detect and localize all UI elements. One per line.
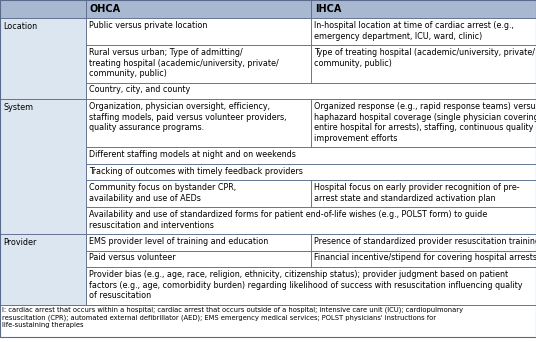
Text: Tracking of outcomes with timely feedback providers: Tracking of outcomes with timely feedbac…: [89, 167, 303, 175]
Bar: [86, 250, 311, 267]
Bar: [86, 0, 311, 18]
Text: Provider bias (e.g., age, race, religion, ethnicity, citizenship status); provid: Provider bias (e.g., age, race, religion…: [89, 270, 523, 301]
Bar: [86, 163, 536, 180]
Text: Availability and use of standardized forms for patient end-of-life wishes (e.g.,: Availability and use of standardized for…: [89, 210, 487, 230]
Text: Hospital focus on early provider recognition of pre-
arrest state and standardiz: Hospital focus on early provider recogni…: [314, 183, 519, 203]
Bar: [311, 180, 536, 207]
Text: Provider: Provider: [3, 238, 36, 247]
Text: I: cardiac arrest that occurs within a hospital; cardiac arrest that occurs outs: I: cardiac arrest that occurs within a h…: [2, 306, 463, 329]
Bar: [86, 45, 311, 82]
Text: Rural versus urban; Type of admitting/
treating hospital (academic/university, p: Rural versus urban; Type of admitting/ t…: [89, 48, 279, 79]
Text: Organization, physician oversight, efficiency,
staffing models, paid versus volu: Organization, physician oversight, effic…: [89, 102, 287, 132]
Bar: [86, 234, 311, 250]
Bar: [86, 82, 536, 99]
Bar: [311, 45, 536, 82]
Bar: [0, 304, 536, 337]
Text: OHCA: OHCA: [90, 4, 121, 14]
Text: EMS provider level of training and education: EMS provider level of training and educa…: [89, 237, 268, 246]
Bar: [311, 99, 536, 147]
Bar: [86, 207, 536, 234]
Bar: [311, 250, 536, 267]
Bar: [86, 147, 536, 163]
Text: Location: Location: [3, 22, 37, 31]
Text: Financial incentive/stipend for covering hospital arrests: Financial incentive/stipend for covering…: [314, 253, 536, 263]
Text: Different staffing models at night and on weekends: Different staffing models at night and o…: [89, 150, 296, 159]
Text: IHCA: IHCA: [315, 4, 341, 14]
Text: Country, city, and county: Country, city, and county: [89, 86, 190, 94]
Bar: [0, 18, 86, 99]
Bar: [311, 234, 536, 250]
Bar: [86, 180, 311, 207]
Bar: [0, 99, 86, 234]
Bar: [86, 18, 311, 45]
Bar: [311, 0, 536, 18]
Text: In-hospital location at time of cardiac arrest (e.g.,
emergency department, ICU,: In-hospital location at time of cardiac …: [314, 21, 514, 41]
Bar: [86, 99, 311, 147]
Bar: [311, 18, 536, 45]
Bar: [0, 0, 86, 18]
Bar: [0, 234, 86, 304]
Bar: [86, 267, 536, 304]
Text: Public versus private location: Public versus private location: [89, 21, 207, 30]
Text: Community focus on bystander CPR,
availability and use of AEDs: Community focus on bystander CPR, availa…: [89, 183, 236, 203]
Text: Organized response (e.g., rapid response teams) versus
haphazard hospital covera: Organized response (e.g., rapid response…: [314, 102, 536, 143]
Text: Presence of standardized provider resuscitation training: Presence of standardized provider resusc…: [314, 237, 536, 246]
Text: System: System: [3, 103, 33, 112]
Text: Paid versus volunteer: Paid versus volunteer: [89, 253, 176, 263]
Text: Type of treating hospital (academic/university, private/
community, public): Type of treating hospital (academic/univ…: [314, 48, 535, 68]
